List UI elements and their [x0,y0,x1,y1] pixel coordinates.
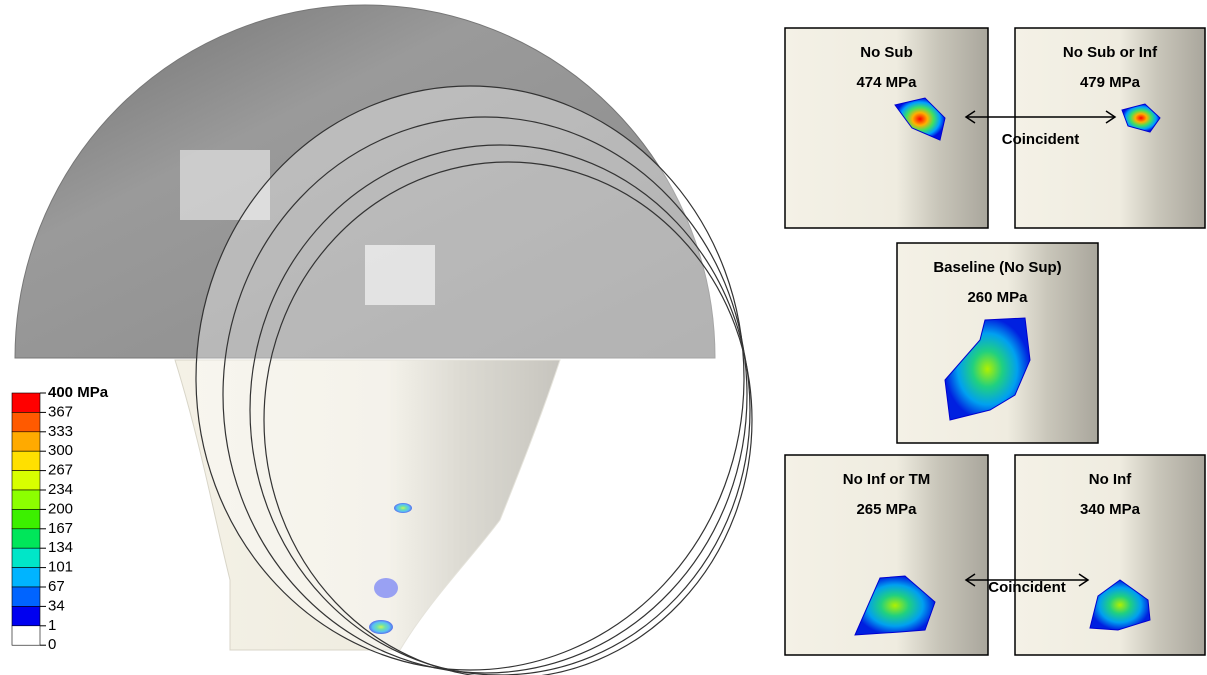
legend-label: 367 [48,403,73,420]
legend-swatch [11,392,41,413]
legend-swatch [11,586,41,607]
result-panels: No Sub 474 MPa No Sub or Inf 479 MPa Baselin… [784,27,1206,656]
legend-swatch [11,606,41,627]
panel-title: No Sub or Inf [1063,44,1158,61]
connector-label: Coincident [988,579,1066,596]
legend-label: 333 [48,423,73,440]
legend-swatch [11,470,41,491]
legend-swatch [11,547,41,568]
legend-label: 167 [48,520,73,537]
legend-label: 200 [48,500,73,517]
legend-label: 0 [48,636,56,653]
stress-contour [1121,103,1161,133]
panel: No Inf or TM 265 MPa [784,454,989,656]
panel-stress: 474 MPa [856,74,917,91]
legend-label: 300 [48,442,73,459]
legend-swatch [11,567,41,588]
legend-label: 101 [48,559,73,576]
legend-label: 1 [48,617,56,634]
panel-stress: 340 MPa [1080,501,1141,518]
legend-label: 134 [48,539,73,556]
panel-stress: 479 MPa [1080,74,1141,91]
legend-label: 34 [48,597,65,614]
panel-title: No Inf or TM [843,471,930,488]
panel-stress: 260 MPa [967,289,1028,306]
panel: No Sub 474 MPa [784,27,989,229]
legend-label: 267 [48,462,73,479]
legend-swatch [11,412,41,433]
stress-contour [894,97,946,141]
legend-label: 234 [48,481,73,498]
arrow-head [964,110,1117,124]
stress-contour [854,575,936,636]
panel: No Inf 340 MPa [1014,454,1206,656]
color-legend: 400 MPa 367 333 300 267 234 200 167 134 101 67 34 1 0 [11,384,109,653]
panel-background [784,27,989,229]
legend-swatch [11,431,41,452]
stress-contour [1089,579,1151,631]
arrow-head [964,573,1090,587]
panel-background [1014,27,1206,229]
legend-swatch [11,625,41,646]
legend-label: 400 MPa [48,384,109,401]
panel: No Sub or Inf 479 MPa [1014,27,1206,229]
connector-label: Coincident [1002,131,1080,148]
panel: Baseline (No Sup) 260 MPa [896,242,1099,444]
legend-label: 67 [48,578,65,595]
legend-swatch [11,450,41,471]
panel-title: No Inf [1089,471,1132,488]
panel-title: Baseline (No Sup) [933,259,1061,276]
legend-swatch [11,509,41,530]
legend-swatch [11,489,41,510]
panel-title: No Sub [860,44,913,61]
panel-stress: 265 MPa [856,501,917,518]
legend-swatch [11,528,41,549]
stress-contour [944,317,1031,421]
implant-model [14,4,753,675]
